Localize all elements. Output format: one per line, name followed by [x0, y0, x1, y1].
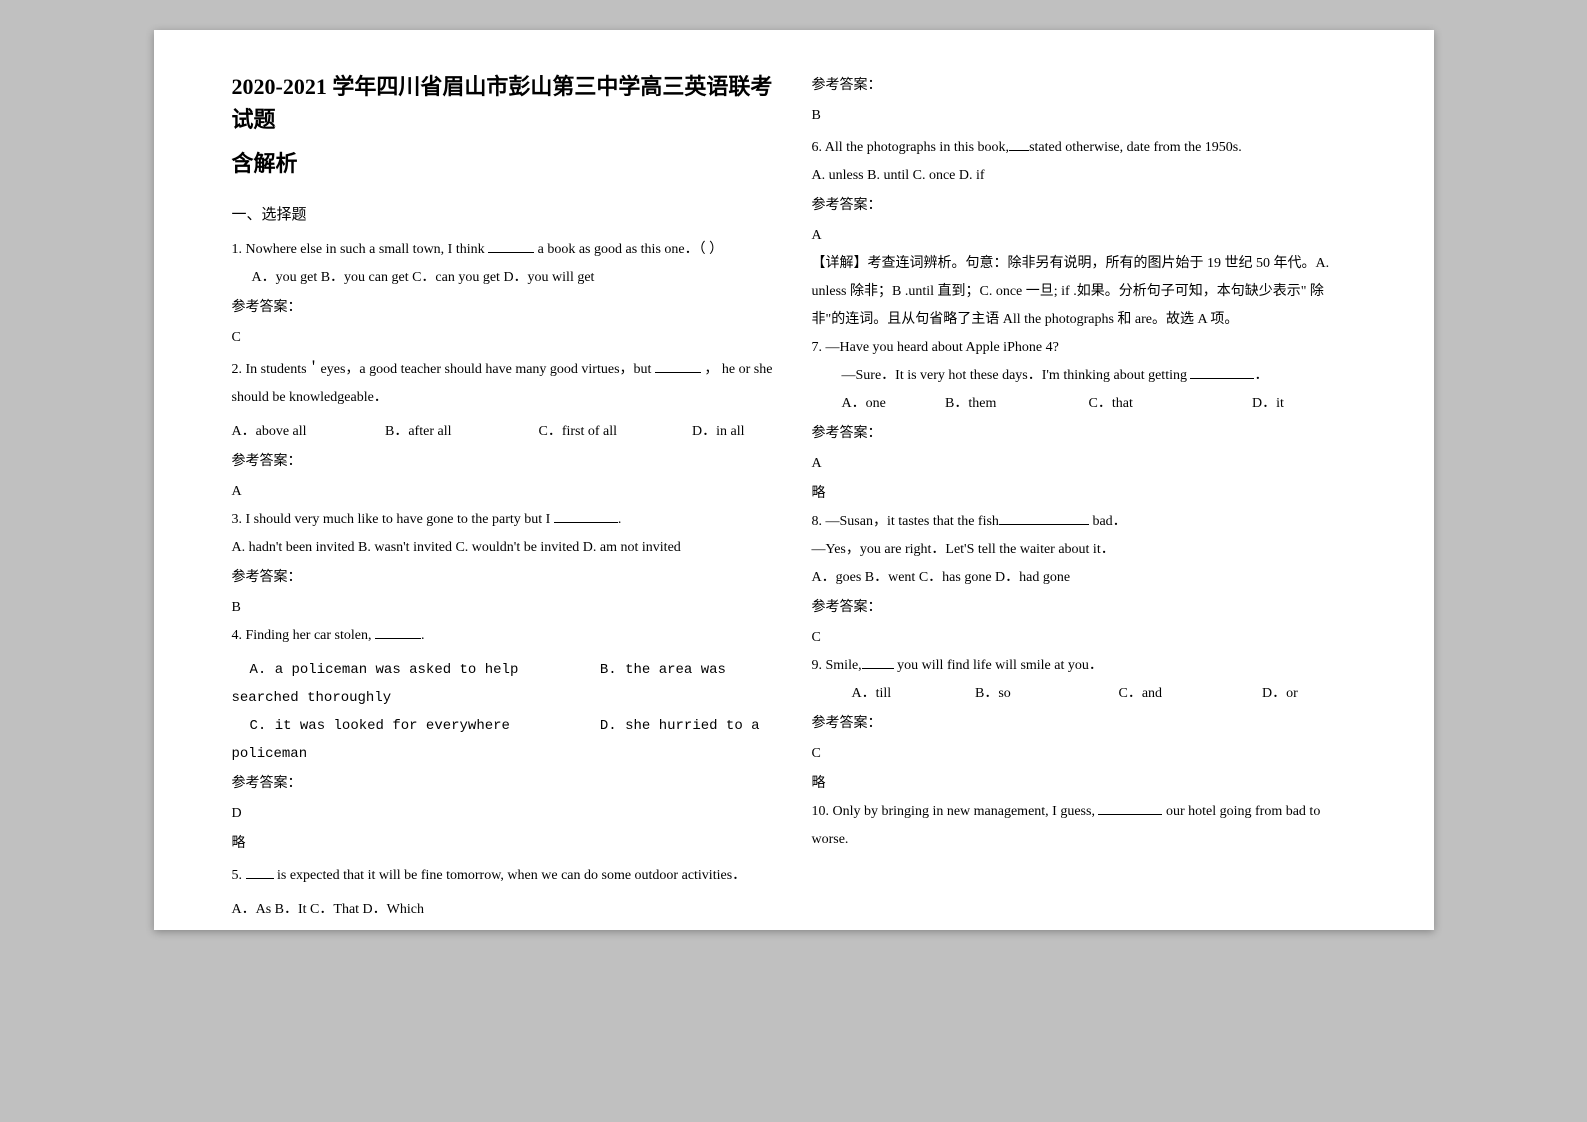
blank [862, 668, 894, 669]
answer-label: 参考答案： [232, 770, 776, 798]
answer-label: 参考答案： [232, 564, 776, 592]
question-3: 3. I should very much like to have gone … [232, 506, 776, 534]
q7-answer: A [812, 450, 1356, 478]
q9-omit: 略 [812, 770, 1356, 798]
q9-opt-d: D．or [1262, 680, 1298, 708]
q8-stem-b: bad． [1089, 514, 1127, 529]
doc-title-line1: 2020-2021 学年四川省眉山市彭山第三中学高三英语联考试题 [232, 70, 776, 136]
question-9: 9. Smile, you will find life will smile … [812, 652, 1356, 680]
blank [554, 522, 618, 523]
q1-stem-a: 1. Nowhere else in such a small town, I … [232, 242, 489, 257]
q9-stem-a: 9. Smile, [812, 658, 862, 673]
q8-stem-a: 8. —Susan，it tastes that the fish [812, 514, 999, 529]
q1-options: A．you get B．you can get C．can you get D．… [252, 264, 776, 292]
q4-omit: 略 [232, 830, 776, 858]
answer-label: 参考答案： [812, 192, 1356, 220]
q1-answer: C [232, 324, 776, 352]
q7-l2a: —Sure．It is very hot these days．I'm thin… [842, 368, 1191, 383]
question-7-line2: —Sure．It is very hot these days．I'm thin… [812, 362, 1356, 390]
q3-stem-b: . [618, 512, 622, 527]
q2-opt-d: D．in all [692, 418, 745, 446]
q2-options: A．above all B．after all C．first of all D… [232, 418, 776, 446]
q3-options: A. hadn't been invited B. wasn't invited… [232, 534, 776, 562]
q3-stem-a: 3. I should very much like to have gone … [232, 512, 554, 527]
q8-line2: —Yes，you are right．Let'S tell the waiter… [812, 536, 1356, 564]
q7-opt-a: A．one [842, 390, 942, 418]
answer-label: 参考答案： [812, 72, 1356, 100]
answer-label: 参考答案： [232, 448, 776, 476]
q4-stem-b: . [421, 628, 425, 643]
question-5: 5. is expected that it will be fine tomo… [232, 862, 776, 890]
q5-stem-a: 5. [232, 868, 246, 883]
q8-answer: C [812, 624, 1356, 652]
section-heading: 一、选择题 [232, 200, 776, 230]
q7-opt-c: C．that [1089, 390, 1249, 418]
blank [488, 252, 534, 253]
q9-answer: C [812, 740, 1356, 768]
blank [1190, 378, 1254, 379]
question-2: 2. In students＇eyes，a good teacher shoul… [232, 356, 776, 412]
q8-options: A．goes B．went C．has gone D．had gone [812, 564, 1356, 592]
right-column: 参考答案： B 6. All the photographs in this b… [794, 70, 1374, 890]
q5-answer: B [812, 102, 1356, 130]
q6-stem-b: stated otherwise, date from the 1950s. [1029, 140, 1242, 155]
answer-label: 参考答案： [232, 294, 776, 322]
q2-opt-b: B．after all [385, 418, 535, 446]
answer-label: 参考答案： [812, 594, 1356, 622]
q7-omit: 略 [812, 480, 1356, 508]
q2-opt-c: C．first of all [539, 418, 689, 446]
question-8: 8. —Susan，it tastes that the fish bad． [812, 508, 1356, 536]
answer-label: 参考答案： [812, 710, 1356, 738]
q5-options: A．As B．It C．That D．Which [232, 896, 776, 924]
q4-stem-a: 4. Finding her car stolen, [232, 628, 375, 643]
q1-stem-b: a book as good as this one．（ ） [534, 242, 723, 257]
question-10: 10. Only by bringing in new management, … [812, 798, 1356, 854]
q4-row1: A. a policeman was asked to help B. the … [232, 656, 776, 712]
q2-opt-a: A．above all [232, 418, 382, 446]
q9-opt-b: B．so [975, 680, 1115, 708]
doc-title-line2: 含解析 [232, 142, 776, 186]
question-7-line1: 7. —Have you heard about Apple iPhone 4? [812, 334, 1356, 362]
q7-options: A．one B．them C．that D．it [812, 390, 1356, 418]
q9-stem-b: you will find life will smile at you． [894, 658, 1103, 673]
q9-opt-a: A．till [852, 680, 972, 708]
q4-opt-c: C. it was looked for everywhere [232, 712, 592, 740]
q7-opt-b: B．them [945, 390, 1085, 418]
q7-opt-d: D．it [1252, 390, 1284, 418]
q2-stem-a: 2. In students＇eyes，a good teacher shoul… [232, 362, 655, 377]
q6-answer: A [812, 222, 1356, 250]
q2-answer: A [232, 478, 776, 506]
q4-row2: C. it was looked for everywhere D. she h… [232, 712, 776, 768]
q9-options: A．till B．so C．and D．or [812, 680, 1356, 708]
blank [655, 372, 701, 373]
q4-answer: D [232, 800, 776, 828]
blank [999, 524, 1089, 525]
q10-stem-a: 10. Only by bringing in new management, … [812, 804, 1099, 819]
answer-label: 参考答案： [812, 420, 1356, 448]
q9-opt-c: C．and [1119, 680, 1259, 708]
question-6: 6. All the photographs in this book, stat… [812, 134, 1356, 162]
question-1: 1. Nowhere else in such a small town, I … [232, 236, 776, 264]
blank [1098, 814, 1162, 815]
exam-page: 2020-2021 学年四川省眉山市彭山第三中学高三英语联考试题 含解析 一、选… [154, 30, 1434, 930]
q4-opt-a: A. a policeman was asked to help [232, 656, 592, 684]
q6-explain: 【详解】考查连词辨析。句意：除非另有说明，所有的图片始于 19 世纪 50 年代… [812, 250, 1356, 334]
question-4: 4. Finding her car stolen, . [232, 622, 776, 650]
q5-stem-b: is expected that it will be fine tomorro… [274, 868, 747, 883]
left-column: 2020-2021 学年四川省眉山市彭山第三中学高三英语联考试题 含解析 一、选… [214, 70, 794, 890]
blank [375, 638, 421, 639]
q3-answer: B [232, 594, 776, 622]
blank [246, 878, 274, 879]
blank [1009, 150, 1029, 151]
q7-l2b: ． [1254, 368, 1268, 383]
q6-options: A. unless B. until C. once D. if [812, 162, 1356, 190]
q6-stem-a: 6. All the photographs in this book, [812, 140, 1010, 155]
